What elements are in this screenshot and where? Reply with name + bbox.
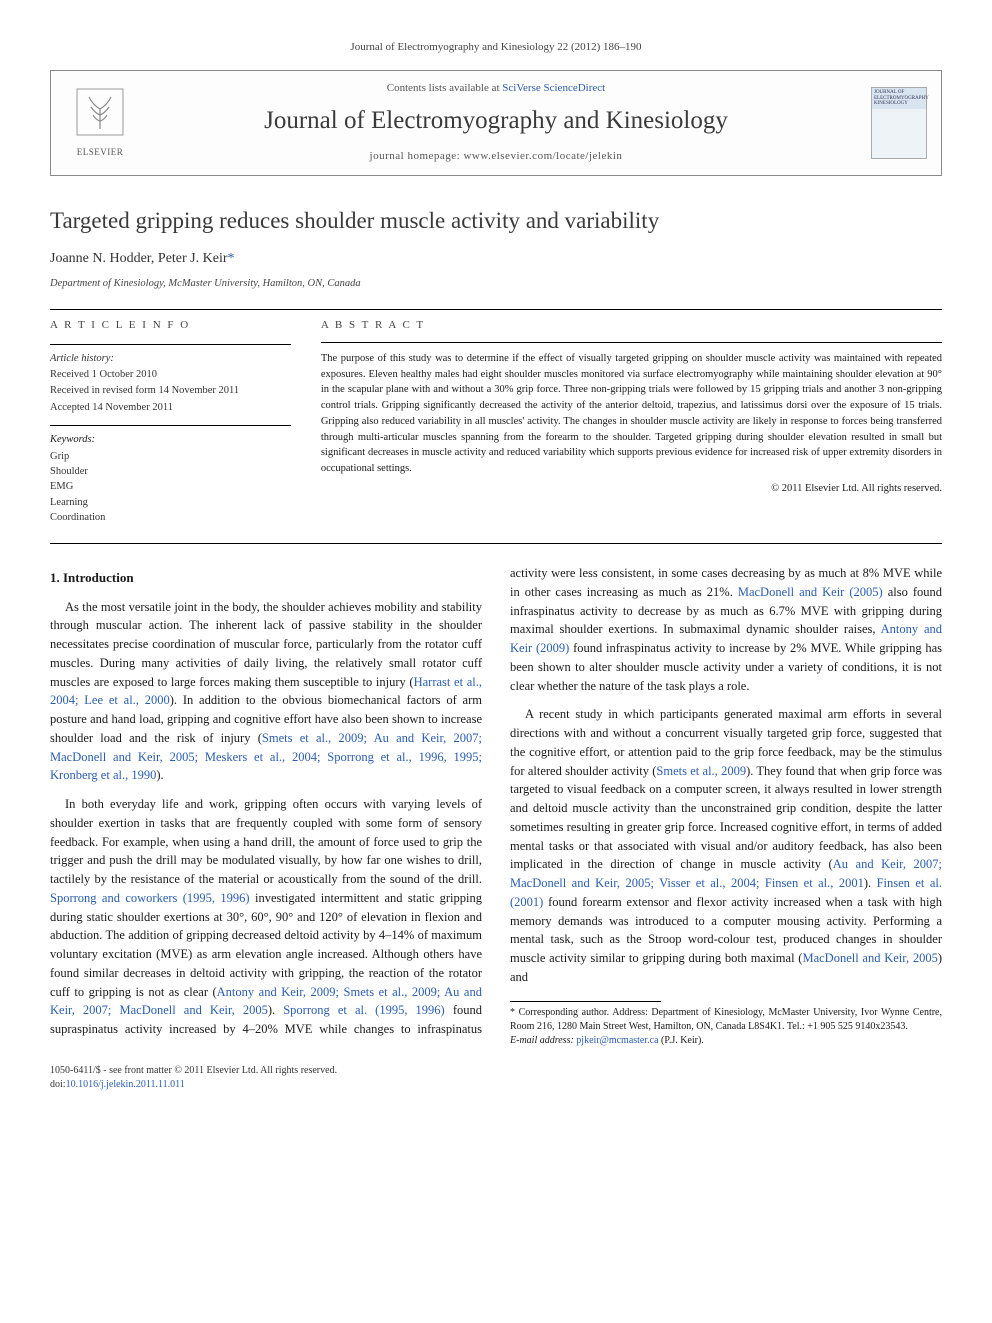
body-text: 1. Introduction As the most versatile jo… — [50, 564, 942, 1048]
ref-5[interactable]: Sporrong et al. (1995, 1996) — [283, 1003, 445, 1017]
email-label: E-mail address: — [510, 1035, 576, 1046]
homepage-url: www.elsevier.com/locate/jelekin — [463, 150, 622, 162]
authors-names: Joanne N. Hodder, Peter J. Keir — [50, 251, 228, 266]
abstract-rule — [321, 342, 942, 343]
keyword-5: Coordination — [50, 510, 291, 525]
keyword-4: Learning — [50, 495, 291, 510]
keyword-1: Grip — [50, 449, 291, 464]
email-link[interactable]: pjkeir@mcmaster.ca — [576, 1035, 658, 1046]
homepage-prefix: journal homepage: — [370, 150, 464, 162]
history-head: Article history: — [50, 351, 291, 366]
doi-link[interactable]: 10.1016/j.jelekin.2011.11.011 — [66, 1079, 185, 1090]
para-3: A recent study in which participants gen… — [510, 705, 942, 986]
article-info-block: A R T I C L E I N F O Article history: R… — [50, 318, 291, 525]
abstract-block: A B S T R A C T The purpose of this stud… — [321, 318, 942, 525]
p2f: found infraspinatus activity to increase… — [510, 641, 942, 693]
cover-line2: ELECTROMYOGRAPHY — [874, 96, 929, 101]
article-title: Targeted gripping reduces shoulder muscl… — [50, 204, 942, 237]
abstract-body: The purpose of this study was to determi… — [321, 351, 942, 477]
history-received: Received 1 October 2010 — [50, 367, 291, 382]
p2a: In both everyday life and work, gripping… — [50, 797, 482, 886]
abstract-heading: A B S T R A C T — [321, 318, 942, 334]
email-footnote: E-mail address: pjkeir@mcmaster.ca (P.J.… — [510, 1034, 942, 1048]
article-info-heading: A R T I C L E I N F O — [50, 318, 291, 334]
authors-line: Joanne N. Hodder, Peter J. Keir* — [50, 249, 942, 269]
email-who: (P.J. Keir). — [659, 1035, 704, 1046]
journal-header-box: ELSEVIER Contents lists available at Sci… — [50, 70, 942, 176]
corresponding-footnote: * Corresponding author. Address: Departm… — [510, 1006, 942, 1034]
keywords-rule — [50, 425, 291, 426]
p1c: ). — [156, 768, 163, 782]
abstract-copyright: © 2011 Elsevier Ltd. All rights reserved… — [321, 481, 942, 496]
history-accepted: Accepted 14 November 2011 — [50, 400, 291, 415]
p3c: ). — [864, 876, 877, 890]
section-1-heading: 1. Introduction — [50, 568, 482, 588]
ref-11[interactable]: MacDonell and Keir, 2005 — [802, 951, 937, 965]
keyword-2: Shoulder — [50, 464, 291, 479]
rule-after-abstract — [50, 543, 942, 544]
ref-3[interactable]: Sporrong and coworkers (1995, 1996) — [50, 891, 250, 905]
keywords-head: Keywords: — [50, 432, 291, 447]
sciencedirect-link[interactable]: SciVerse ScienceDirect — [502, 82, 605, 94]
rule-top — [50, 309, 942, 310]
journal-name: Journal of Electromyography and Kinesiol… — [135, 103, 857, 139]
p3b: ). They found that when grip force was t… — [510, 764, 942, 872]
keyword-3: EMG — [50, 479, 291, 494]
contents-prefix: Contents lists available at — [387, 82, 502, 94]
corresponding-marker-link[interactable]: * — [228, 251, 235, 266]
journal-reference: Journal of Electromyography and Kinesiol… — [50, 40, 942, 56]
p2b: investigated intermittent and static gri… — [50, 891, 482, 999]
affiliation: Department of Kinesiology, McMaster Univ… — [50, 276, 942, 291]
cover-line3: KINESIOLOGY — [874, 101, 908, 106]
journal-cover-thumb: JOURNAL OFELECTROMYOGRAPHYKINESIOLOGY — [857, 87, 927, 159]
history-revised: Received in revised form 14 November 201… — [50, 383, 291, 398]
doi-label: doi: — [50, 1079, 66, 1090]
cover-line1: JOURNAL OF — [874, 90, 904, 95]
para-1: As the most versatile joint in the body,… — [50, 598, 482, 786]
ref-8[interactable]: Smets et al., 2009 — [656, 764, 746, 778]
footnote-separator — [510, 1001, 661, 1002]
publisher-logo-block: ELSEVIER — [65, 87, 135, 160]
journal-header-center: Contents lists available at SciVerse Sci… — [135, 81, 857, 165]
article-info-rule — [50, 344, 291, 345]
p2c: ). — [268, 1003, 283, 1017]
footer-issn: 1050-6411/$ - see front matter © 2011 El… — [50, 1064, 942, 1079]
ref-6[interactable]: MacDonell and Keir (2005) — [738, 585, 883, 599]
meta-row: A R T I C L E I N F O Article history: R… — [50, 318, 942, 525]
publisher-name: ELSEVIER — [77, 146, 124, 159]
elsevier-tree-icon — [75, 87, 125, 143]
footer-block: 1050-6411/$ - see front matter © 2011 El… — [50, 1064, 942, 1093]
